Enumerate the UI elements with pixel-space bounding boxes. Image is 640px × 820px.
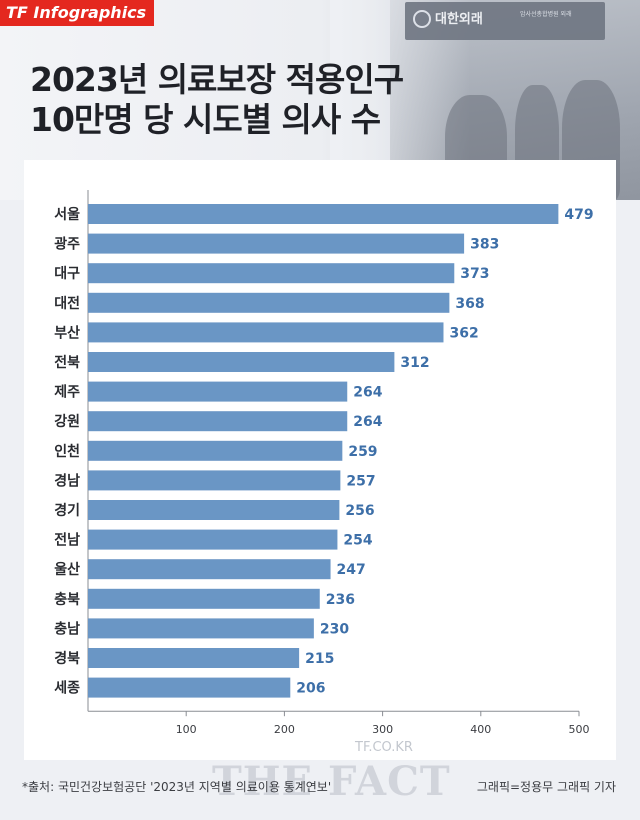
x-tick-label: 200 — [274, 723, 295, 736]
bar-대구 — [88, 263, 455, 284]
category-label: 대구 — [54, 266, 80, 282]
value-label: 259 — [348, 444, 377, 460]
title-line-2: 10만명 당 시도별 의사 수 — [30, 100, 381, 139]
value-label: 230 — [320, 621, 349, 637]
value-label: 254 — [343, 533, 372, 549]
hospital-logo-icon — [413, 10, 431, 28]
category-label: 전남 — [54, 532, 80, 549]
category-label: 전북 — [54, 354, 80, 371]
category-label: 부산 — [54, 324, 80, 341]
category-label: 광주 — [54, 236, 80, 253]
category-label: 경남 — [54, 472, 80, 489]
bar-인천 — [88, 440, 343, 461]
value-label: 256 — [345, 503, 374, 519]
value-label: 362 — [449, 325, 478, 341]
bar-전남 — [88, 529, 338, 550]
category-label: 제주 — [54, 385, 80, 401]
hospital-sign-text: 대한외래 — [435, 12, 483, 27]
bar-chart: 서울 479 광주 383 대구 373 대전 368 부산 362 전북 312 제주 264 강원 264… — [54, 190, 594, 736]
category-label: 서울 — [54, 206, 80, 223]
bar-제주 — [88, 381, 348, 402]
bar-서울 — [88, 204, 559, 224]
bar-전북 — [88, 352, 395, 372]
category-label: 경북 — [54, 650, 80, 667]
bar-경남 — [88, 470, 341, 491]
value-label: 479 — [564, 207, 593, 223]
x-tick-label: 300 — [372, 723, 393, 736]
value-label: 236 — [326, 592, 355, 608]
value-label: 312 — [400, 355, 429, 371]
page-title: 2023년 의료보장 적용인구 10만명 당 시도별 의사 수 — [30, 60, 404, 140]
x-tick-label: 100 — [176, 723, 197, 736]
brand-badge: TF Infographics — [0, 0, 155, 26]
title-line-1: 2023년 의료보장 적용인구 — [30, 60, 404, 99]
category-label: 경기 — [54, 502, 80, 519]
value-label: 247 — [337, 562, 366, 578]
value-label: 368 — [455, 296, 484, 312]
category-label: 대전 — [54, 295, 80, 312]
category-label: 인천 — [54, 443, 80, 460]
bar-부산 — [88, 322, 444, 343]
bar-광주 — [88, 233, 465, 254]
watermark-url: TF.CO.KR — [355, 740, 413, 755]
category-label: 울산 — [54, 561, 80, 578]
hospital-sign: 대한외래 암사선총합병원 외래 — [405, 2, 605, 40]
bar-경북 — [88, 648, 300, 668]
x-tick-label: 400 — [470, 723, 491, 736]
category-label: 충북 — [54, 592, 80, 608]
bar-충남 — [88, 618, 314, 639]
category-label: 충남 — [54, 620, 80, 637]
value-label: 264 — [353, 414, 382, 430]
graphic-credit: 그래픽=정용무 그래픽 기자 — [476, 780, 616, 794]
hospital-sign-subtext: 암사선총합병원 외래 — [520, 11, 572, 18]
value-label: 383 — [470, 237, 499, 253]
value-label: 264 — [353, 385, 382, 401]
category-label: 세종 — [54, 681, 80, 697]
bar-강원 — [88, 411, 348, 432]
x-tick-label: 500 — [569, 723, 590, 736]
bar-충북 — [88, 588, 320, 609]
bar-울산 — [88, 559, 331, 580]
bar-세종 — [88, 677, 291, 698]
value-label: 206 — [296, 681, 325, 697]
chart-card: 서울 479 광주 383 대구 373 대전 368 부산 362 전북 312 제주 264 강원 264… — [24, 160, 616, 760]
watermark-logo: THE FACT — [212, 758, 451, 805]
value-label: 215 — [305, 651, 334, 667]
bar-경기 — [88, 500, 340, 520]
category-label: 강원 — [54, 413, 80, 430]
bar-대전 — [88, 292, 450, 313]
value-label: 373 — [460, 266, 489, 282]
source-note: *출처: 국민건강보험공단 '2023년 지역별 의료이용 통계연보' — [22, 780, 332, 794]
value-label: 257 — [346, 473, 375, 489]
